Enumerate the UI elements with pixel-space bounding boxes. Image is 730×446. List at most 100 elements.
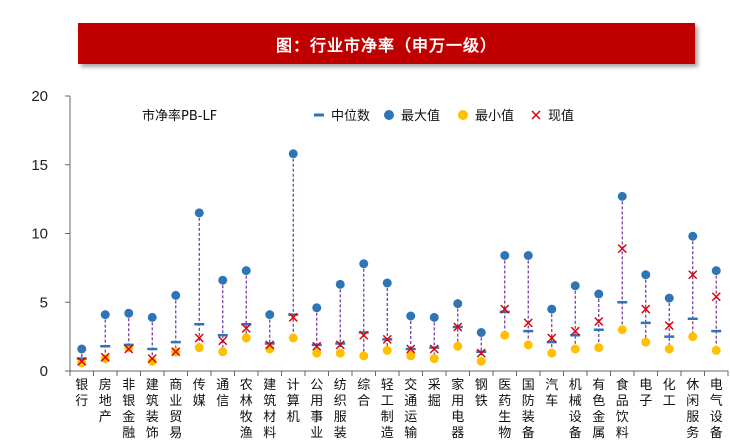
y-tick-label: 0 [40,363,48,380]
min-point [476,356,486,366]
current-point [147,354,157,364]
chart-series-title: 市净率PB-LF [142,108,217,124]
min-point [688,332,698,342]
max-point [359,259,369,269]
x-category-label: 休闲服务 [686,378,699,441]
max-point [382,278,392,288]
min-point [100,354,110,364]
x-category-label: 传媒 [193,378,206,409]
max-point [594,289,604,299]
min-point [594,343,604,353]
min-point [335,348,345,358]
max-point [218,275,228,285]
current-point [194,333,204,343]
current-point [664,321,674,331]
x-category-label: 食品饮料 [616,377,629,441]
y-tick-label: 15 [31,157,48,174]
max-point [335,279,345,289]
x-category-label: 非银金融 [122,378,135,441]
min-point [664,344,674,354]
x-category-label: 轻工制造 [381,378,394,441]
current-point [171,347,181,357]
max-point [711,266,721,276]
current-point [594,316,604,327]
current-point [641,304,651,314]
chart-banner-title: 图：行业市净率（申万一级） [275,35,497,55]
legend-current-marker [531,110,541,120]
x-category-label: 农林牧渔 [240,378,253,441]
max-point [429,312,439,322]
current-point [265,340,275,350]
x-category-label: 化工 [663,378,676,409]
min-point [617,325,627,335]
current-point [124,344,134,354]
max-point [688,231,698,241]
x-category-label: 通信 [216,378,229,409]
max-point [523,251,533,260]
current-point [547,333,557,343]
x-category-label: 纺织服装 [334,378,347,441]
x-category-label: 综合 [357,378,370,409]
max-point [453,299,463,309]
x-category-label: 建筑材料 [263,378,276,441]
max-point [194,208,204,218]
max-point [664,293,674,303]
x-category-label: 家用电器 [451,377,464,441]
min-point [288,333,298,343]
legend-current-label: 现值 [548,108,574,124]
legend-min-label: 最小值 [475,108,514,124]
x-category-label: 电子 [639,378,652,409]
y-tick-label: 20 [31,88,48,105]
max-point [241,266,251,276]
current-point [688,270,698,280]
max-point [312,303,322,313]
min-point [241,333,251,343]
current-point [335,340,345,350]
max-point [171,290,181,300]
min-point [453,341,463,351]
min-point [523,340,533,350]
current-point [429,344,439,354]
current-point [523,318,533,328]
max-point [124,308,134,318]
min-point [312,348,322,358]
legend-min-marker [458,110,468,120]
max-point [476,328,486,337]
current-point [77,356,87,366]
current-point [218,336,228,346]
max-point [500,251,510,260]
min-point [641,337,651,347]
min-point [218,347,228,357]
current-point [617,244,627,254]
min-point [194,343,204,353]
max-point [100,310,110,320]
min-point [547,348,557,358]
x-category-label: 交通运输 [404,377,417,441]
current-point [711,292,721,302]
x-category-label: 国防装备 [522,378,535,441]
min-point [570,344,580,354]
max-point [147,312,157,322]
min-point [406,351,416,361]
x-category-label: 建筑装饰 [146,378,159,441]
current-point [359,330,369,340]
current-point [100,352,110,362]
max-point [617,191,627,201]
min-point [147,356,157,366]
x-category-label: 采掘 [428,378,441,409]
y-tick-label: 10 [31,226,48,243]
x-category-label: 商业贸易 [169,378,182,441]
min-point [429,354,439,364]
min-point [359,351,369,361]
x-category-label: 机械设备 [569,378,582,441]
min-point [711,345,721,355]
max-point [570,281,580,291]
x-category-label: 有色金属 [592,378,605,441]
current-point [312,341,322,351]
current-point [288,312,298,322]
legend-max-label: 最大值 [401,108,440,124]
max-point [547,304,557,314]
min-point [77,358,87,368]
x-category-label: 钢铁 [475,378,488,409]
min-point [500,330,510,340]
